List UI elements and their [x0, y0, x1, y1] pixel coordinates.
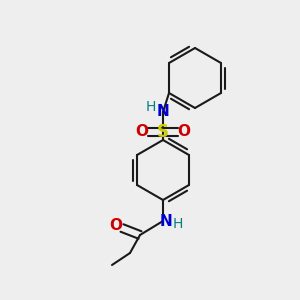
Text: N: N [160, 214, 172, 229]
Text: O: O [178, 124, 190, 140]
Text: O: O [136, 124, 148, 140]
Text: N: N [157, 103, 169, 118]
Text: O: O [110, 218, 122, 233]
Text: H: H [146, 100, 156, 114]
Text: H: H [173, 217, 183, 231]
Text: S: S [157, 123, 169, 141]
